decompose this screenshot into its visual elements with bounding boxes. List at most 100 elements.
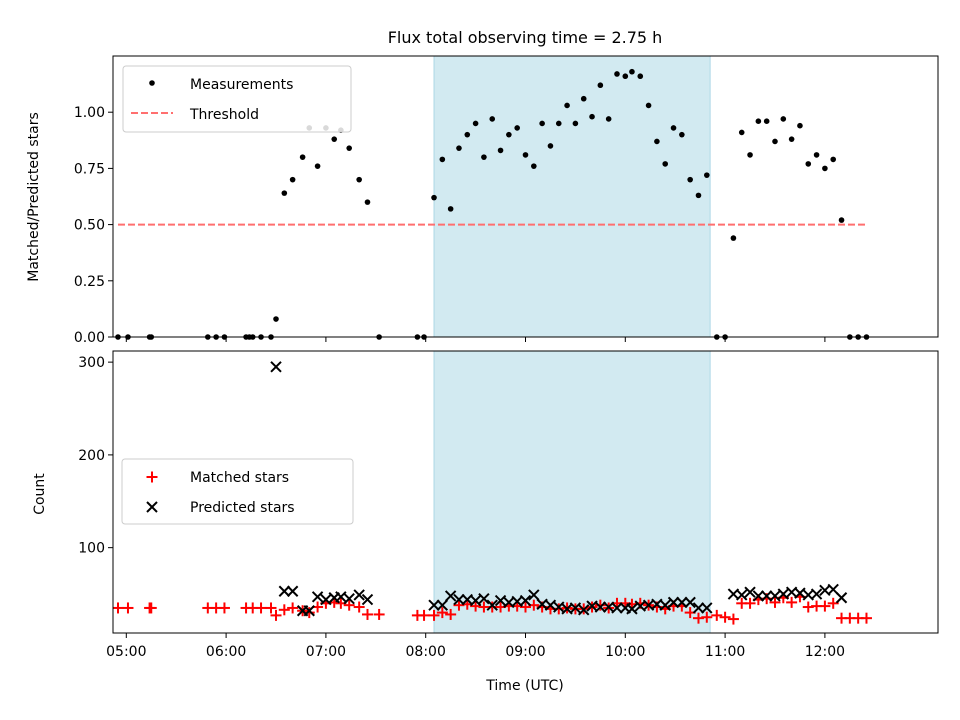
predicted-star-point-b — [494, 594, 507, 607]
measurement-point — [670, 125, 677, 131]
measurement-point — [539, 120, 545, 127]
predicted-star-point-b — [453, 593, 465, 606]
top-axes: 0.00 0.25 0.50 0.75 1.00 Matched/Predicted s… — [26, 55, 939, 346]
measurement-point — [838, 217, 845, 223]
y-tick-label: 0.75 — [74, 161, 105, 177]
measurement-point — [506, 131, 512, 138]
observing-window-span — [433, 350, 711, 634]
predicted-star-point-b — [810, 588, 823, 600]
measurement-point — [431, 194, 437, 201]
predicted-star-point-b — [303, 605, 315, 617]
measurement-point — [472, 120, 479, 127]
legend-threshold-label: Threshold — [189, 107, 259, 123]
predicted-star-point-b — [827, 583, 839, 596]
predicted-star-point-b — [744, 586, 756, 598]
measurement-point — [797, 122, 803, 129]
measurement-point — [679, 131, 685, 138]
x-tick-label: 11:00 — [705, 644, 745, 660]
measurement-point — [830, 156, 837, 163]
bottom-legend-box — [121, 458, 354, 525]
measurement-point — [605, 116, 612, 122]
measurement-point — [589, 113, 595, 120]
measurement-point — [763, 118, 770, 124]
top-shaded-span-layer — [433, 55, 711, 338]
predicted-star-point-b — [642, 599, 655, 611]
measurement-point — [564, 102, 570, 109]
y-tick-label: 0.50 — [74, 218, 105, 234]
predicted-star-point-b — [634, 600, 646, 612]
predicted-star-point-b — [684, 596, 696, 609]
measurement-point — [597, 82, 604, 89]
predicted-star-point-b — [777, 588, 790, 600]
y-tick-label: 1.00 — [74, 105, 105, 121]
y-tick-label: 100 — [78, 541, 105, 557]
predicted-star-point-b — [486, 599, 498, 611]
measurement-point — [780, 116, 787, 122]
x-tick-label: 09:00 — [505, 644, 545, 660]
measurement-point — [645, 102, 652, 109]
measurement-point — [805, 161, 812, 167]
predicted-star-point-b — [794, 587, 806, 599]
x-tick-label: 05:00 — [106, 644, 146, 660]
predicted-star-point-b — [469, 594, 482, 607]
y-tick-label: 0.25 — [74, 274, 105, 290]
x-tick-label: 10:00 — [605, 644, 645, 660]
y-tick-label: 200 — [78, 448, 105, 464]
measurement-point — [704, 172, 710, 178]
predicted-star-point-b — [528, 589, 540, 601]
measurement-point — [447, 206, 454, 212]
predicted-star-point-b — [511, 595, 523, 608]
predicted-star-point-b — [594, 601, 607, 613]
predicted-star-point-b — [519, 594, 532, 607]
predicted-star-point-b — [320, 593, 332, 606]
predicted-star-point-b — [611, 602, 623, 614]
bottom-ticks-layer: 05:00 06:00 07:00 08:00 09:00 10:00 11:00 12:00… — [78, 355, 845, 660]
predicted-star-point-b — [553, 601, 565, 613]
predicted-star-point-b — [503, 596, 515, 609]
measurement-point — [637, 73, 644, 80]
x-axis-label: Time (UTC) — [485, 678, 563, 694]
measurement-point — [289, 176, 296, 183]
measurement-point — [364, 199, 371, 205]
predicted-star-point-b — [544, 599, 557, 611]
predicted-star-point-b — [569, 602, 582, 614]
measurement-point — [572, 120, 579, 127]
top-legend: Measurements Threshold — [122, 65, 352, 133]
measurement-point — [622, 73, 629, 80]
legend-measurement-marker — [149, 80, 155, 86]
legend-matched-label: Matched stars — [190, 470, 289, 486]
predicted-star-point-b — [802, 589, 814, 601]
measurement-point — [346, 145, 352, 151]
x-tick-label: 06:00 — [206, 644, 246, 660]
predicted-star-point-b — [578, 604, 590, 616]
predicted-star-point-b — [361, 593, 374, 606]
x-tick-label: 08:00 — [406, 644, 446, 660]
bottom-shaded-span-layer — [433, 350, 711, 634]
predicted-star-point-b — [676, 596, 688, 609]
x-tick-label: 07:00 — [306, 644, 346, 660]
top-legend-box — [122, 65, 352, 133]
measurement-point — [481, 154, 487, 160]
measurement-point — [614, 71, 620, 77]
predicted-star-point-b — [626, 603, 638, 615]
measurement-point — [738, 129, 745, 136]
legend-predicted-marker-b — [146, 501, 158, 513]
predicted-star-point-b — [760, 590, 773, 602]
measurement-point — [456, 145, 462, 151]
measurement-point — [314, 163, 321, 169]
measurement-point — [822, 165, 828, 172]
predicted-star-point-b — [835, 592, 848, 604]
predicted-star-point-b — [444, 590, 457, 602]
measurement-point — [531, 163, 537, 169]
predicted-star-point-b — [278, 585, 291, 597]
measurement-point — [755, 118, 762, 124]
predicted-star-point-b — [436, 599, 449, 611]
measurement-point — [662, 161, 669, 167]
measurement-point — [687, 176, 693, 183]
legend-measurements-label: Measurements — [190, 77, 293, 93]
y-tick-label: 300 — [78, 355, 105, 371]
measurement-point — [489, 116, 496, 122]
measurement-point — [299, 154, 306, 160]
bottom-legend: Matched stars Predicted stars — [121, 458, 354, 525]
